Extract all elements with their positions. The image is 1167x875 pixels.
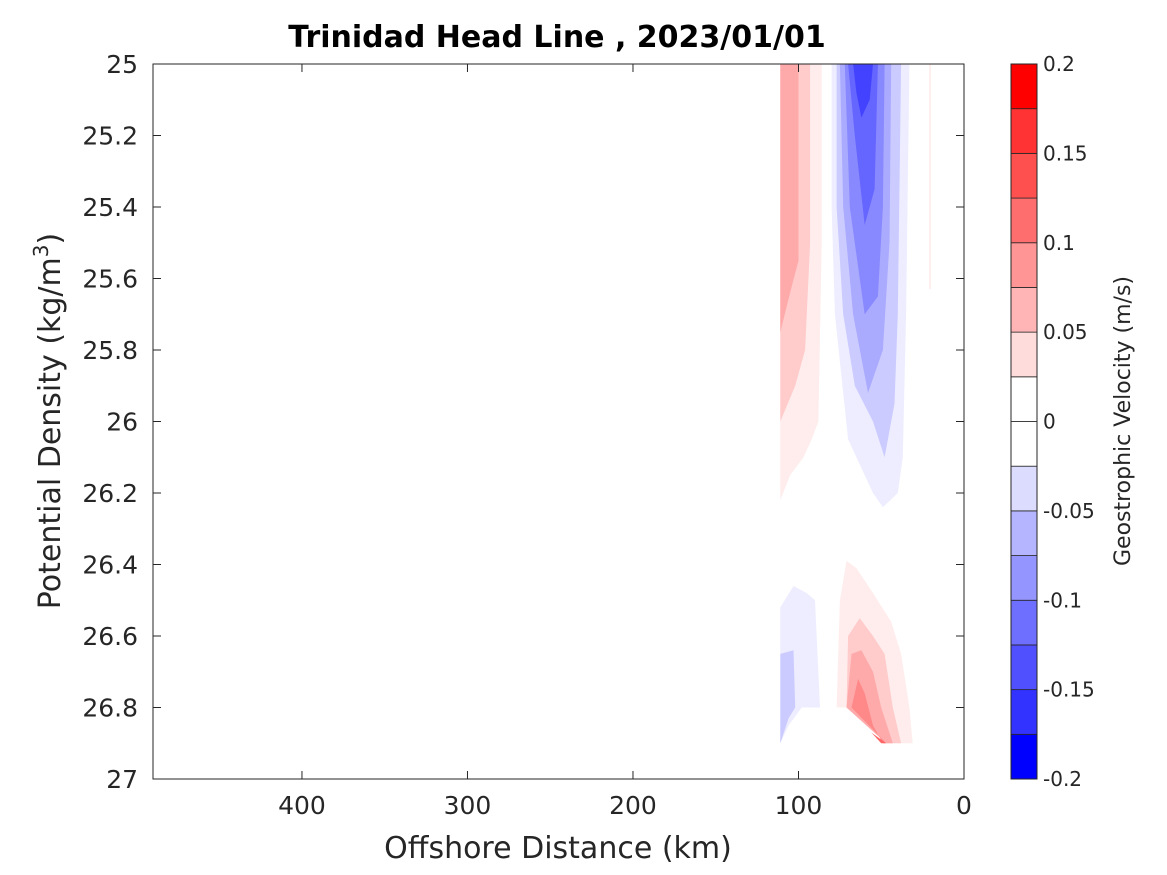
- colorbar-band: [1010, 63, 1038, 110]
- colorbar-tick-label: -0.05: [1043, 499, 1095, 523]
- contour-southward-jet-peak: [853, 64, 873, 118]
- y-tick-label: 25.4: [82, 193, 138, 222]
- colorbar-band: [1010, 733, 1038, 780]
- y-tick-label: 26.4: [82, 551, 138, 580]
- colorbar-band: [1010, 152, 1038, 199]
- x-tick-label: 0: [956, 791, 972, 820]
- y-tick-label: 27: [106, 765, 138, 794]
- colorbar-band: [1010, 599, 1038, 646]
- colorbar-band: [1010, 555, 1038, 601]
- y-axis: 25 25.2 25.4 25.6 25.8 26 26.2 26.4 26.6 26.8 27: [82, 50, 964, 794]
- colorbar-band: [1010, 108, 1038, 154]
- contour-deep-northward-core: [861, 725, 887, 744]
- colorbar-tick-label: 0.1: [1043, 231, 1075, 255]
- x-axis: 400 300 200 100 0: [278, 64, 972, 820]
- colorbar-tick-label: 0.2: [1043, 52, 1075, 76]
- y-tick-label: 25.6: [82, 265, 138, 294]
- chart-title: Trinidad Head Line , 2023/01/01: [288, 20, 825, 55]
- contour-regions: [780, 64, 931, 744]
- x-tick-label: 300: [444, 791, 492, 820]
- contour-deep-northward-inner: [846, 650, 893, 744]
- colorbar-band: [1010, 287, 1038, 333]
- y-tick-label: 25.2: [82, 122, 138, 151]
- y-tick-label: 26.6: [82, 622, 138, 651]
- colorbar-tick-label: -0.15: [1043, 678, 1095, 702]
- colorbar: 0.2 0.15 0.1 0.05 0 -0.05 -0.1 -0.15 -0.2: [1010, 52, 1095, 791]
- y-axis-label: Potential Density (kg/m3): [29, 233, 68, 609]
- contour-nearshore-weak-north: [929, 64, 931, 290]
- colorbar-band: [1010, 421, 1038, 467]
- colorbar-band: [1010, 465, 1038, 512]
- colorbar-label: Geostrophic Velocity (m/s): [1111, 276, 1136, 566]
- colorbar-band: [1010, 331, 1038, 378]
- x-tick-label: 200: [609, 791, 657, 820]
- colorbar-band: [1010, 197, 1038, 244]
- colorbar-band: [1010, 242, 1038, 288]
- y-axis-label-superscript: 3: [29, 244, 53, 257]
- contour-southward-jet-core: [848, 64, 878, 225]
- y-tick-label: 26.2: [82, 479, 138, 508]
- colorbar-band: [1010, 689, 1038, 735]
- colorbar-frame: [1010, 63, 1038, 780]
- contour-northward-jet-core: [780, 64, 799, 333]
- colorbar-tick-label: 0: [1043, 410, 1056, 434]
- colorbar-tick-label: -0.1: [1043, 588, 1082, 612]
- contour-deep-southward-core: [780, 650, 796, 744]
- y-axis-label-text: Potential Density (kg/m: [33, 257, 68, 609]
- colorbar-tick-label: 0.05: [1043, 320, 1088, 344]
- colorbar-tick-label: -0.2: [1043, 767, 1082, 791]
- y-tick-label: 26.8: [82, 694, 138, 723]
- contour-deep-northward-strong: [851, 678, 887, 744]
- y-tick-label: 25.8: [82, 336, 138, 365]
- plot-area: [153, 64, 964, 779]
- x-tick-label: 400: [278, 791, 326, 820]
- colorbar-band: [1010, 376, 1038, 422]
- y-tick-label: 26: [106, 408, 138, 437]
- colorbar-band: [1010, 510, 1038, 556]
- colorbar-tick-label: 0.15: [1043, 141, 1088, 165]
- y-axis-label-close: ): [33, 233, 68, 245]
- x-axis-label: Offshore Distance (km): [384, 831, 732, 866]
- colorbar-band: [1010, 644, 1038, 691]
- x-tick-label: 100: [775, 791, 823, 820]
- y-tick-label: 25: [106, 50, 138, 79]
